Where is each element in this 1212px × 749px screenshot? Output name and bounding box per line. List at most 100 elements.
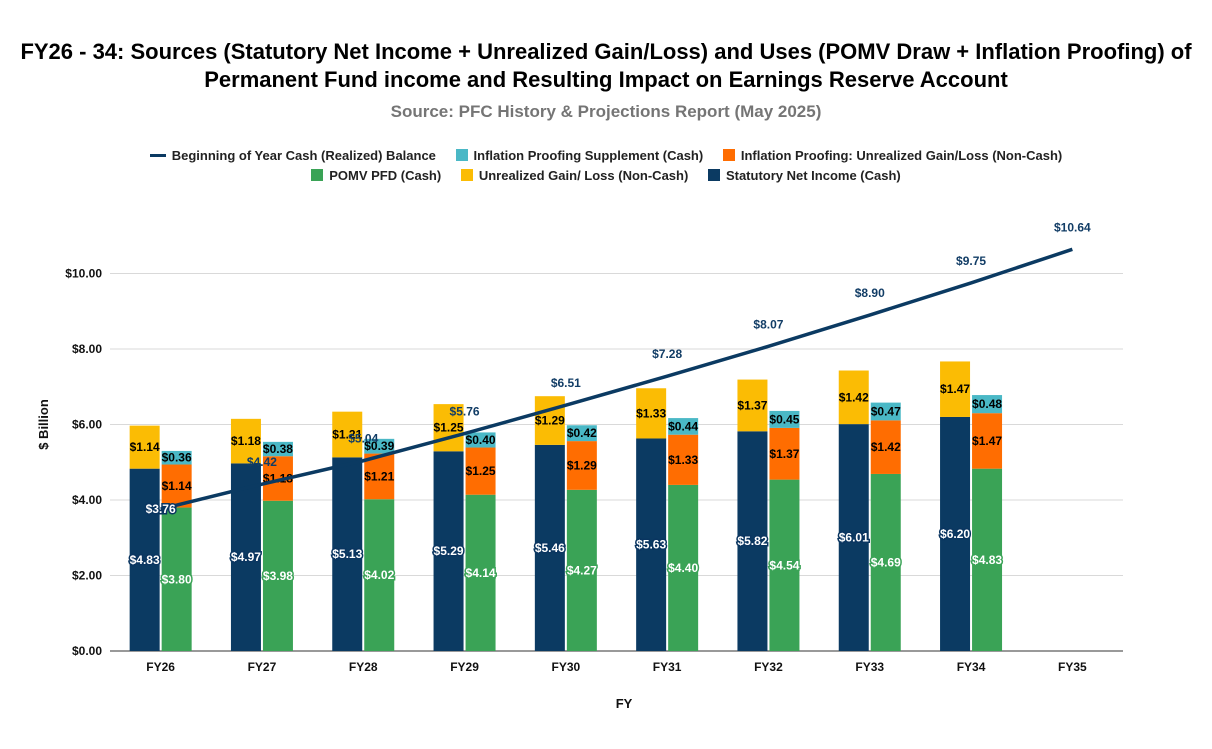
data-label: $1.18 bbox=[231, 434, 261, 448]
legend-label: POMV PFD (Cash) bbox=[329, 168, 442, 183]
y-tick-label: $10.00 bbox=[65, 267, 102, 281]
x-tick-label: FY27 bbox=[248, 660, 277, 674]
bar-segment bbox=[972, 468, 1003, 651]
line-data-label: $4.42 bbox=[247, 455, 277, 469]
legend-item-inflation-unrealized: Inflation Proofing: Unrealized Gain/Loss… bbox=[722, 148, 1062, 163]
data-label: $0.40 bbox=[466, 433, 496, 447]
data-label: $0.48 bbox=[972, 397, 1002, 411]
data-label: $1.42 bbox=[839, 390, 869, 404]
bar-segment bbox=[566, 441, 597, 490]
legend-row-2: POMV PFD (Cash) Unrealized Gain/ Loss (N… bbox=[0, 168, 1212, 183]
y-axis-title: $ Billion bbox=[36, 399, 51, 450]
data-label: $0.36 bbox=[162, 451, 192, 465]
bar-segment bbox=[737, 379, 768, 432]
bar-segment bbox=[364, 499, 395, 651]
x-tick-label: FY35 bbox=[1058, 660, 1087, 674]
x-tick-label: FY26 bbox=[146, 660, 175, 674]
line-data-label: $6.51 bbox=[551, 376, 581, 390]
x-tick-label: FY29 bbox=[450, 660, 479, 674]
legend-label: Beginning of Year Cash (Realized) Balanc… bbox=[171, 148, 436, 163]
legend-item-unrealized-gain: Unrealized Gain/ Loss (Non-Cash) bbox=[460, 168, 688, 183]
data-label: $1.25 bbox=[466, 464, 496, 478]
line-data-label: $8.90 bbox=[855, 286, 885, 300]
data-label: $5.63 bbox=[636, 538, 666, 552]
bar-segment bbox=[534, 396, 565, 445]
line-data-label: $3.76 bbox=[146, 502, 176, 516]
bar-segment bbox=[129, 468, 160, 651]
y-tick-label: $0.00 bbox=[72, 644, 102, 658]
y-tick-label: $4.00 bbox=[72, 493, 102, 507]
bar-segment bbox=[769, 427, 800, 480]
legend-swatch bbox=[707, 169, 720, 181]
line-data-label: $10.64 bbox=[1054, 220, 1091, 234]
data-label: $1.21 bbox=[364, 469, 394, 483]
x-tick-label: FY32 bbox=[754, 660, 783, 674]
data-label: $1.42 bbox=[871, 440, 901, 454]
chart-title: FY26 - 34: Sources (Statutory Net Income… bbox=[20, 39, 1192, 92]
data-label: $4.69 bbox=[871, 555, 901, 569]
bar-segment bbox=[161, 464, 192, 508]
data-label: $0.45 bbox=[769, 412, 799, 426]
data-label: $5.46 bbox=[535, 541, 565, 555]
data-label: $1.37 bbox=[769, 447, 799, 461]
data-label: $1.25 bbox=[434, 421, 464, 435]
chart-subtitle: Source: PFC History & Projections Report… bbox=[390, 102, 822, 121]
bar-segment bbox=[566, 425, 597, 442]
bar-segment bbox=[940, 416, 971, 651]
bar-segment bbox=[737, 431, 768, 651]
legend-row-1: Beginning of Year Cash (Realized) Balanc… bbox=[0, 148, 1212, 163]
legend-label: Inflation Proofing Supplement (Cash) bbox=[473, 148, 704, 163]
line-data-label: $7.28 bbox=[652, 347, 682, 361]
x-tick-label: FY30 bbox=[552, 660, 581, 674]
bar-segment bbox=[769, 479, 800, 651]
data-label: $4.14 bbox=[466, 566, 496, 580]
legend-item-pomv-pfd: POMV PFD (Cash) bbox=[311, 168, 441, 183]
legend-swatch bbox=[722, 149, 735, 161]
line-data-label: $5.76 bbox=[450, 405, 480, 419]
legend-swatch bbox=[460, 169, 473, 181]
legend-line-swatch bbox=[149, 154, 166, 157]
bar-segment bbox=[262, 441, 293, 457]
data-label: $0.38 bbox=[263, 442, 293, 456]
data-label: $1.14 bbox=[130, 440, 160, 454]
bar-segment bbox=[636, 388, 667, 439]
bar-segment bbox=[433, 451, 464, 651]
data-label: $4.02 bbox=[364, 568, 394, 582]
bar-segment bbox=[838, 424, 869, 651]
data-label: $1.47 bbox=[940, 382, 970, 396]
bar-segment bbox=[433, 404, 464, 452]
bar-segment bbox=[129, 425, 160, 469]
bar-segment bbox=[870, 420, 901, 474]
bar-segment bbox=[230, 418, 261, 464]
bar-segment bbox=[972, 395, 1003, 414]
legend-label: Statutory Net Income (Cash) bbox=[725, 168, 901, 183]
bar-segment bbox=[161, 450, 192, 465]
data-label: $1.14 bbox=[162, 479, 192, 493]
data-label: $5.13 bbox=[332, 547, 362, 561]
y-tick-label: $8.00 bbox=[72, 342, 102, 356]
bar-segment bbox=[668, 434, 699, 485]
bar-segment bbox=[940, 361, 971, 417]
data-label: $1.29 bbox=[567, 458, 597, 472]
bar-segment bbox=[465, 432, 496, 448]
x-tick-label: FY34 bbox=[957, 660, 986, 674]
bar-segment bbox=[262, 500, 293, 651]
bar-segment bbox=[636, 438, 667, 651]
line-series-cash-balance bbox=[160, 247, 1073, 511]
data-label: $0.47 bbox=[871, 404, 901, 418]
data-label: $6.01 bbox=[839, 531, 869, 545]
data-label: $5.29 bbox=[434, 544, 464, 558]
y-tick-label: $2.00 bbox=[72, 569, 102, 583]
data-label: $4.97 bbox=[231, 550, 261, 564]
data-label: $1.47 bbox=[972, 434, 1002, 448]
legend-item-inflation-supplement: Inflation Proofing Supplement (Cash) bbox=[455, 148, 704, 163]
data-label: $4.40 bbox=[668, 561, 698, 575]
data-label: $4.54 bbox=[769, 558, 799, 572]
bar-segment bbox=[838, 370, 869, 425]
data-label: $6.20 bbox=[940, 527, 970, 541]
data-label: $3.80 bbox=[162, 572, 192, 586]
bar-segment bbox=[668, 484, 699, 651]
data-label: $1.33 bbox=[636, 406, 666, 420]
bar-segment bbox=[534, 444, 565, 651]
